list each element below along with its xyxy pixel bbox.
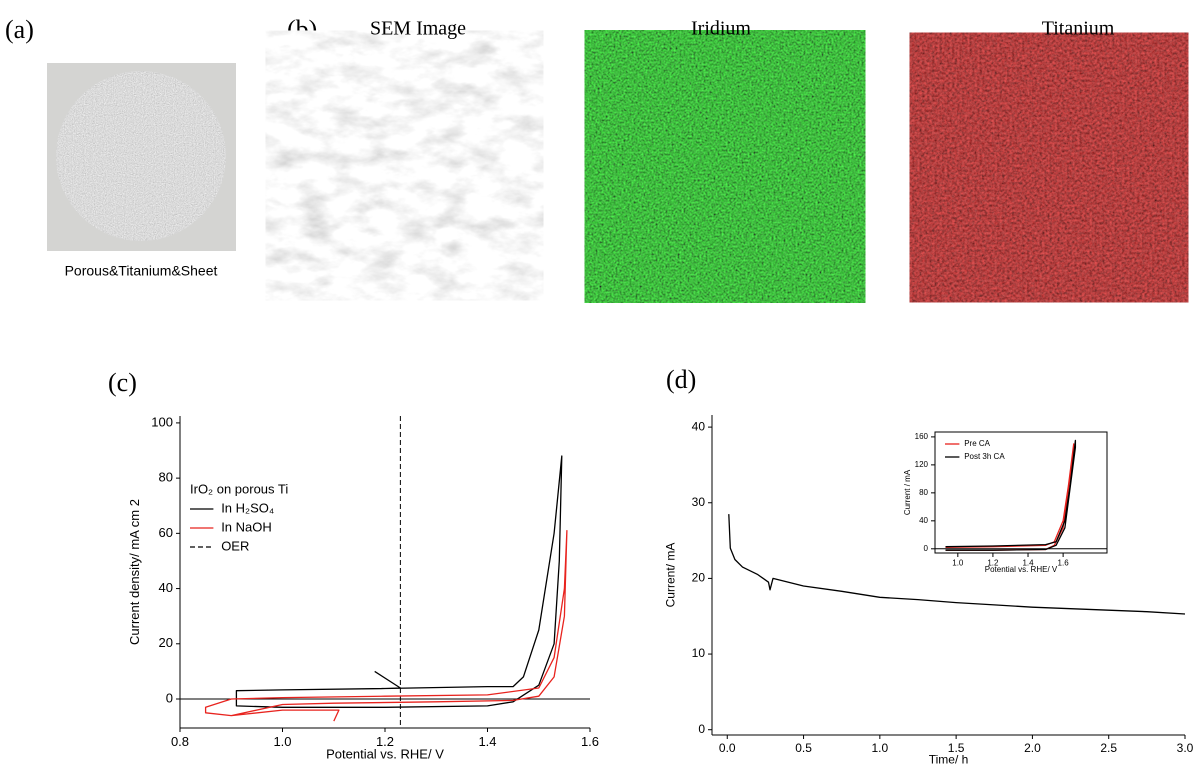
photo-caption: Porous&Titanium&Sheet [65,263,218,279]
legend-label: Pre CA [964,439,990,448]
legend-label: In H₂SO₄ [221,500,274,515]
legend-label: Post 3h CA [964,452,1005,461]
x-tick-label: 1.6 [1058,559,1070,568]
titanium-disk [56,71,226,241]
y-tick-label: 20 [692,571,706,585]
y-axis-label: Current / mA [903,469,912,515]
x-axis-label: Time/ h [929,752,969,766]
y-tick-label: 30 [692,495,706,509]
x-tick-label: 0.8 [171,734,189,749]
y-tick-label: 0 [924,544,929,553]
y-tick-label: 80 [919,488,928,497]
legend-label: In NaOH [221,519,272,534]
y-axis-label: Current density/ mA cm 2 [127,499,142,645]
x-tick-label: 1.6 [581,734,599,749]
panel-label: (a) [5,15,34,44]
y-tick-label: 160 [915,432,929,441]
image-title: SEM Image [370,18,466,40]
legend-label: OER [221,538,249,553]
x-tick-label: 2.0 [1024,741,1041,755]
x-tick-label: 1.4 [478,734,496,749]
y-tick-label: 40 [159,580,173,595]
y-tick-label: 20 [159,635,173,650]
y-tick-label: 40 [692,419,706,433]
iridium-map [608,53,842,280]
y-tick-label: 0 [698,722,705,736]
y-tick-label: 0 [166,690,173,705]
x-tick-label: 2.5 [1100,741,1117,755]
x-tick-label: 1.0 [952,559,964,568]
y-tick-label: 40 [919,516,928,525]
x-tick-label: 0.0 [719,741,736,755]
figure: (a) (b) (c) (d) Porous&Titanium&Sheet SE… [0,0,1201,780]
x-axis-label: Potential vs. RHE/ V [326,747,444,762]
y-tick-label: 10 [692,646,706,660]
panel-label: (c) [108,368,137,397]
series-line [206,531,567,722]
x-tick-label: 1.0 [273,734,291,749]
y-tick-label: 100 [151,414,173,429]
x-tick-label: 0.5 [795,741,812,755]
plot-frame [935,432,1107,553]
titanium-map [933,55,1165,280]
sem-image [289,53,520,278]
y-tick-label: 80 [159,470,173,485]
panel-label: (b) [287,15,317,44]
page: (a) (b) (c) (d) Porous&Titanium&Sheet SE… [0,0,1201,780]
image-title: Iridium [691,18,751,40]
panel-label: (d) [666,365,696,394]
x-tick-label: 1.0 [871,741,888,755]
image-title: Titanium [1042,18,1115,40]
y-axis-label: Current/ mA [663,543,677,608]
x-axis-label: Potential vs. RHE/ V [985,565,1058,574]
y-tick-label: 60 [159,525,173,540]
x-tick-label: 3.0 [1177,741,1194,755]
y-tick-label: 120 [915,460,929,469]
legend-title: IrO₂ on porous Ti [190,481,288,496]
